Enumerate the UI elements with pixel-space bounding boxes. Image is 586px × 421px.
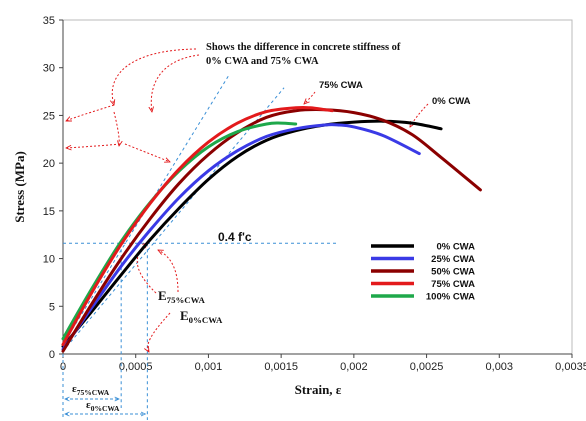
stiffness-arrow-3 bbox=[66, 104, 115, 122]
legend-label-0pct-cwa: 0% CWA bbox=[436, 242, 475, 253]
y-tick-label: 10 bbox=[43, 254, 55, 266]
label75-arrow bbox=[304, 91, 316, 104]
series-line-0pct-cwa bbox=[61, 119, 443, 348]
x-axis-title: Strain, ε bbox=[295, 382, 342, 397]
label-75-cwa: 75% CWA bbox=[319, 80, 363, 91]
y-tick-label: 0 bbox=[49, 349, 55, 361]
stiffness-note-line2: 0% CWA and 75% CWA bbox=[206, 56, 319, 67]
stiffness-arrow-6 bbox=[66, 143, 121, 148]
eps0-label: ε0%CWA bbox=[86, 399, 120, 413]
series-layer bbox=[61, 105, 482, 353]
series-line-25pct-cwa bbox=[61, 123, 421, 351]
y-tick-label: 30 bbox=[43, 63, 55, 75]
stiffness-arrow-2 bbox=[151, 54, 200, 112]
x-tick-label: 0,0015 bbox=[264, 361, 298, 373]
e75-arrow bbox=[136, 243, 157, 294]
y-tick-label: 15 bbox=[43, 206, 55, 218]
series-line-50pct-cwa bbox=[61, 108, 482, 353]
x-tick-label: 0,001 bbox=[195, 361, 223, 373]
x-tick-label: 0,003 bbox=[486, 361, 514, 373]
x-tick-label: 0,002 bbox=[340, 361, 368, 373]
plot-area bbox=[62, 19, 573, 355]
legend-label-50pct-cwa: 50% CWA bbox=[431, 267, 475, 278]
e0-upper-arrow bbox=[158, 250, 179, 293]
e0-label: E0%CWA bbox=[180, 308, 223, 325]
stiffness-arrow-5 bbox=[124, 143, 170, 162]
legend-label-75pct-cwa: 75% CWA bbox=[431, 279, 475, 290]
annotation-layer: Shows the difference in concrete stiffne… bbox=[62, 42, 471, 420]
stiffness-arrow-1 bbox=[112, 48, 197, 105]
label-0-cwa: 0% CWA bbox=[432, 96, 471, 107]
legend-label-100pct-cwa: 100% CWA bbox=[426, 292, 475, 303]
y-axis-title: Stress (MPa) bbox=[12, 151, 27, 223]
y-tick-label: 35 bbox=[43, 15, 55, 27]
stiffness-note-line1: Shows the difference in concrete stiffne… bbox=[206, 42, 401, 53]
x-tick-label: 0,0005 bbox=[119, 361, 153, 373]
series-line-75pct-cwa bbox=[61, 105, 334, 346]
legend-label-25pct-cwa: 25% CWA bbox=[431, 254, 475, 265]
y-axis: 0 5 10 15 20 25 30 35 bbox=[43, 15, 64, 361]
fc-label: 0.4 f'c bbox=[218, 230, 252, 244]
e75-label: E75%CWA bbox=[158, 288, 205, 305]
eps75-label: ε75%CWA bbox=[72, 383, 110, 397]
y-tick-label: 20 bbox=[43, 158, 55, 170]
y-tick-label: 25 bbox=[43, 110, 55, 122]
y-tick-label: 5 bbox=[49, 301, 55, 313]
e0-arrow bbox=[148, 312, 171, 352]
series-line-100pct-cwa bbox=[61, 121, 298, 341]
x-tick-label: 0,0025 bbox=[410, 361, 444, 373]
x-tick-label: 0,0035 bbox=[555, 361, 586, 373]
